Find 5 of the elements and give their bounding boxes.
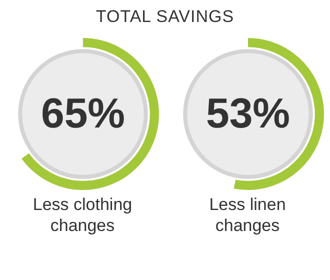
text: TOTAL SAVINGS <box>96 7 234 26</box>
text: Less linen changes <box>208 194 287 236</box>
data-label: 53% <box>205 90 290 137</box>
text: Less clothing changes <box>32 194 134 236</box>
data-label: 65% <box>40 90 125 137</box>
